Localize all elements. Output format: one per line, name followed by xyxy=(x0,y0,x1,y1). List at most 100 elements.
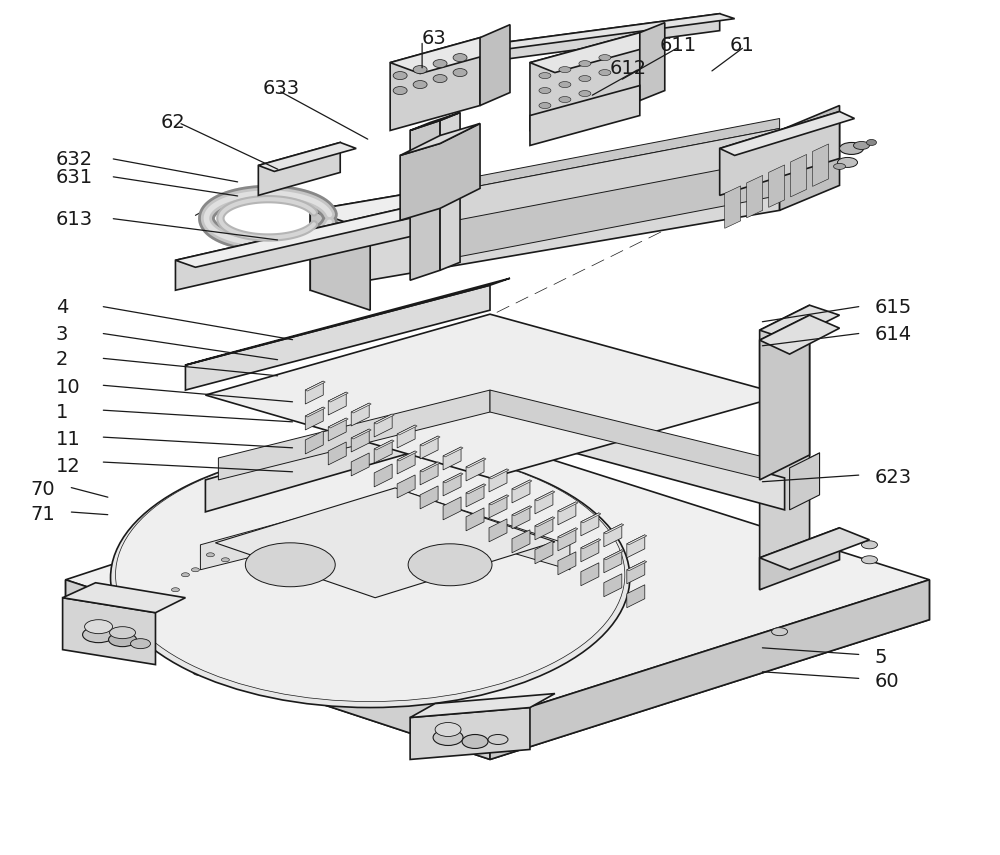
Polygon shape xyxy=(489,495,507,518)
Polygon shape xyxy=(535,491,553,514)
Polygon shape xyxy=(627,585,645,608)
Polygon shape xyxy=(490,390,760,478)
Ellipse shape xyxy=(838,157,858,168)
Ellipse shape xyxy=(453,68,467,77)
Polygon shape xyxy=(535,541,553,563)
Polygon shape xyxy=(420,462,438,485)
Polygon shape xyxy=(530,86,640,145)
Ellipse shape xyxy=(103,586,119,593)
Polygon shape xyxy=(351,403,371,413)
Ellipse shape xyxy=(111,448,630,708)
Text: 63: 63 xyxy=(422,29,447,48)
Polygon shape xyxy=(351,403,369,426)
Polygon shape xyxy=(558,502,576,525)
Polygon shape xyxy=(489,469,507,492)
Polygon shape xyxy=(640,23,665,101)
Ellipse shape xyxy=(599,69,611,75)
Polygon shape xyxy=(205,398,785,512)
Text: 615: 615 xyxy=(874,298,912,317)
Polygon shape xyxy=(558,528,576,551)
Polygon shape xyxy=(790,453,820,510)
Text: 612: 612 xyxy=(610,59,647,78)
Polygon shape xyxy=(627,561,647,571)
Polygon shape xyxy=(558,502,578,512)
Polygon shape xyxy=(374,464,392,486)
Polygon shape xyxy=(397,451,417,461)
Polygon shape xyxy=(258,143,356,171)
Polygon shape xyxy=(535,517,555,527)
Polygon shape xyxy=(328,392,348,402)
Ellipse shape xyxy=(579,61,591,67)
Polygon shape xyxy=(215,488,555,598)
Ellipse shape xyxy=(83,627,115,643)
Polygon shape xyxy=(374,414,394,424)
Ellipse shape xyxy=(488,734,508,745)
Polygon shape xyxy=(466,458,484,481)
Polygon shape xyxy=(185,286,490,390)
Text: 3: 3 xyxy=(56,325,68,345)
Ellipse shape xyxy=(539,103,551,109)
Ellipse shape xyxy=(206,553,214,557)
Ellipse shape xyxy=(453,54,467,62)
Polygon shape xyxy=(490,580,929,759)
Polygon shape xyxy=(420,486,438,509)
Ellipse shape xyxy=(539,87,551,93)
Polygon shape xyxy=(374,440,394,450)
Polygon shape xyxy=(760,315,840,354)
Ellipse shape xyxy=(109,633,137,646)
Polygon shape xyxy=(374,440,392,463)
Ellipse shape xyxy=(103,601,119,609)
Polygon shape xyxy=(512,506,530,529)
Polygon shape xyxy=(489,519,507,542)
Polygon shape xyxy=(400,123,480,221)
Polygon shape xyxy=(420,436,440,446)
Polygon shape xyxy=(351,429,369,452)
Polygon shape xyxy=(604,550,624,560)
Polygon shape xyxy=(310,131,780,290)
Ellipse shape xyxy=(181,573,189,577)
Ellipse shape xyxy=(116,448,625,702)
Polygon shape xyxy=(512,480,532,490)
Polygon shape xyxy=(747,175,763,218)
Polygon shape xyxy=(305,381,323,404)
Polygon shape xyxy=(813,144,829,186)
Polygon shape xyxy=(410,708,530,759)
Polygon shape xyxy=(530,32,665,73)
Polygon shape xyxy=(305,431,323,454)
Polygon shape xyxy=(466,484,486,494)
Polygon shape xyxy=(397,451,415,474)
Polygon shape xyxy=(512,530,530,553)
Polygon shape xyxy=(328,418,348,428)
Ellipse shape xyxy=(413,66,427,74)
Polygon shape xyxy=(604,524,622,547)
Polygon shape xyxy=(480,25,510,105)
Ellipse shape xyxy=(854,141,869,150)
Text: 10: 10 xyxy=(56,378,80,397)
Text: 4: 4 xyxy=(56,298,68,317)
Polygon shape xyxy=(328,392,346,415)
Polygon shape xyxy=(397,425,417,435)
Polygon shape xyxy=(397,475,415,498)
Ellipse shape xyxy=(408,544,492,586)
Polygon shape xyxy=(558,528,578,538)
Ellipse shape xyxy=(393,72,407,80)
Polygon shape xyxy=(780,105,840,210)
Polygon shape xyxy=(760,315,810,480)
Ellipse shape xyxy=(772,628,788,635)
Polygon shape xyxy=(351,453,369,476)
Ellipse shape xyxy=(413,80,427,89)
Polygon shape xyxy=(725,186,741,228)
Polygon shape xyxy=(480,14,735,50)
Polygon shape xyxy=(305,407,325,417)
Polygon shape xyxy=(489,469,509,479)
Polygon shape xyxy=(175,188,510,268)
Polygon shape xyxy=(410,113,460,131)
Ellipse shape xyxy=(559,67,571,73)
Polygon shape xyxy=(305,381,325,391)
Ellipse shape xyxy=(579,91,591,97)
Text: 2: 2 xyxy=(56,351,68,369)
Polygon shape xyxy=(430,128,780,242)
Polygon shape xyxy=(205,314,785,478)
Ellipse shape xyxy=(539,73,551,79)
Polygon shape xyxy=(66,580,490,759)
